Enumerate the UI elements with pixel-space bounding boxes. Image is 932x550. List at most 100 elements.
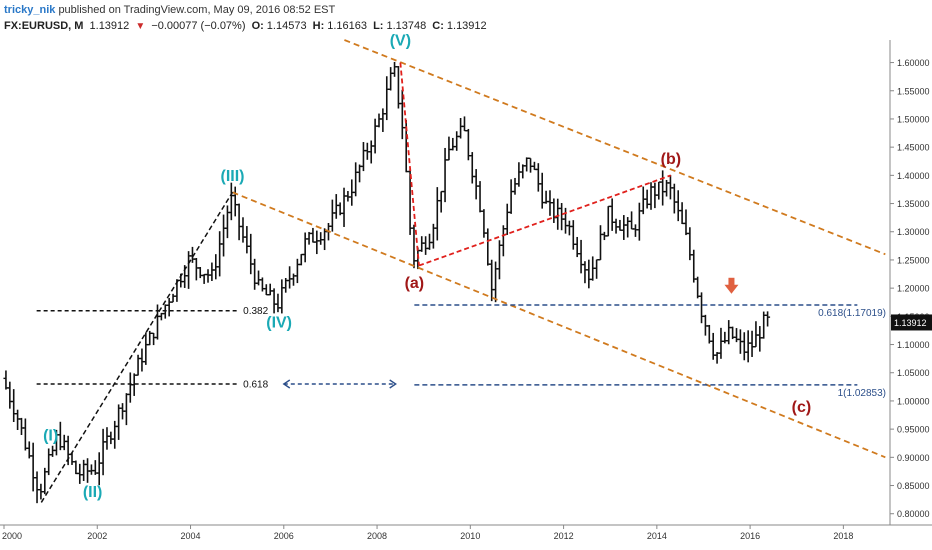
ohlc-bar xyxy=(512,177,518,195)
low-label: L: xyxy=(373,20,384,32)
ohlc-bar xyxy=(679,202,685,225)
price-change: −0.00077 (−0.07%) xyxy=(151,20,246,32)
ohlc-bar xyxy=(722,331,728,344)
author-link[interactable]: tricky_nik xyxy=(4,4,56,16)
ohlc-bar xyxy=(170,293,176,303)
ohlc-bar xyxy=(3,370,9,390)
time-tick-label: 2018 xyxy=(833,531,853,541)
ohlc-bar xyxy=(81,459,87,481)
price-tick-label: 1.05000 xyxy=(897,368,930,378)
ohlc-bar xyxy=(617,219,623,231)
ohlc-bar xyxy=(123,393,129,426)
ohlc-bar xyxy=(275,293,281,313)
ohlc-bar xyxy=(745,330,751,363)
fib-retracement-label: 0.382 xyxy=(243,306,268,317)
correction-line xyxy=(418,174,672,267)
time-tick-label: 2004 xyxy=(181,531,201,541)
price-tick-label: 1.30000 xyxy=(897,227,930,237)
ohlc-bar xyxy=(298,253,304,266)
ohlc-bar xyxy=(636,202,642,241)
ohlc-bar xyxy=(248,233,254,275)
ohlc-bar xyxy=(186,251,192,289)
open-label: O: xyxy=(251,20,264,32)
ohlc-bar xyxy=(454,131,460,151)
fib-projection-label: 1(1.02853) xyxy=(838,388,886,399)
time-tick-label: 2008 xyxy=(367,531,387,541)
time-tick-label: 2006 xyxy=(274,531,294,541)
ohlc-bar xyxy=(500,225,506,257)
time-tick-label: 2012 xyxy=(554,531,574,541)
wave-label: (I) xyxy=(43,427,58,444)
ohlc-bar xyxy=(259,277,265,292)
arrow-right-icon xyxy=(389,379,397,389)
ohlc-bar xyxy=(217,231,223,277)
fib-retracement-label: 0.618 xyxy=(243,380,268,391)
ohlc-bar xyxy=(22,418,28,451)
arrow-left-icon xyxy=(282,379,291,389)
ohlc-bar xyxy=(395,66,401,109)
wave-label: (c) xyxy=(792,399,812,416)
wave-label: (V) xyxy=(390,33,411,50)
ohlc-bar xyxy=(302,232,308,263)
ohlc-bar xyxy=(434,187,440,241)
price-tick-label: 0.80000 xyxy=(897,509,930,519)
ohlc-bar xyxy=(438,190,444,213)
ohlc-bar xyxy=(236,203,242,241)
ohlc-bar xyxy=(605,205,611,237)
ohlc-bar xyxy=(496,240,502,280)
time-tick-label: 2010 xyxy=(460,531,480,541)
price-tick-label: 1.60000 xyxy=(897,58,930,68)
ohlc-bar xyxy=(718,327,724,359)
ohlc-bar xyxy=(314,230,320,255)
ohlc-bar xyxy=(473,169,479,200)
price-tick-label: 1.35000 xyxy=(897,199,930,209)
ohlc-bar xyxy=(287,266,293,289)
price-tick-label: 1.25000 xyxy=(897,255,930,265)
open-value: 1.14573 xyxy=(266,20,307,32)
ohlc-bar xyxy=(151,332,157,346)
ohlc-bar xyxy=(586,259,592,289)
ohlc-bar xyxy=(143,332,149,365)
ohlc-bar xyxy=(353,162,359,197)
high-label: H: xyxy=(312,20,325,32)
channel-line xyxy=(232,191,886,459)
ohlc-bar xyxy=(640,186,646,215)
ohlc-bar xyxy=(376,113,382,128)
ohlc-bar xyxy=(232,186,238,217)
ohlc-bar xyxy=(205,269,211,283)
plot-area: 0.80000 0.85000 0.90000 0.95000 1.00000 1.050… xyxy=(0,33,932,541)
ohlc-bar xyxy=(341,187,347,227)
ohlc-bar xyxy=(256,270,262,286)
ohlc-bar xyxy=(597,225,603,261)
time-tick-label: 2016 xyxy=(740,531,760,541)
ohlc-bar xyxy=(493,261,499,303)
close-label: C: xyxy=(432,20,444,32)
ohlc-bar xyxy=(201,273,207,284)
ohlc-bar xyxy=(504,203,510,235)
wave-label: (b) xyxy=(661,151,681,168)
price-tick-label: 1.45000 xyxy=(897,143,930,153)
ohlc-bar xyxy=(77,463,83,484)
ohlc-bar xyxy=(695,276,701,299)
ohlc-bar xyxy=(88,464,94,475)
ohlc-bar xyxy=(108,431,114,445)
down-arrow-icon xyxy=(724,284,739,294)
ohlc-bar xyxy=(559,203,565,231)
ohlc-bar xyxy=(555,198,561,230)
ohlc-bar xyxy=(699,292,705,324)
ohlc-bar xyxy=(691,249,697,283)
correction-line xyxy=(399,62,420,266)
ohlc-bar xyxy=(442,147,448,203)
ohlc-bar xyxy=(671,183,677,214)
ohlc-bar xyxy=(11,389,17,423)
ohlc-bar xyxy=(566,220,572,236)
ohlc-bar xyxy=(388,67,394,91)
high-value: 1.16163 xyxy=(327,20,367,32)
price-tick-label: 1.20000 xyxy=(897,284,930,294)
time-tick-label: 2002 xyxy=(87,531,107,541)
ohlc-bar xyxy=(61,434,67,451)
ohlc-bar xyxy=(46,448,52,476)
ohlc-bar xyxy=(621,215,627,240)
ohlc-bar xyxy=(263,284,269,296)
